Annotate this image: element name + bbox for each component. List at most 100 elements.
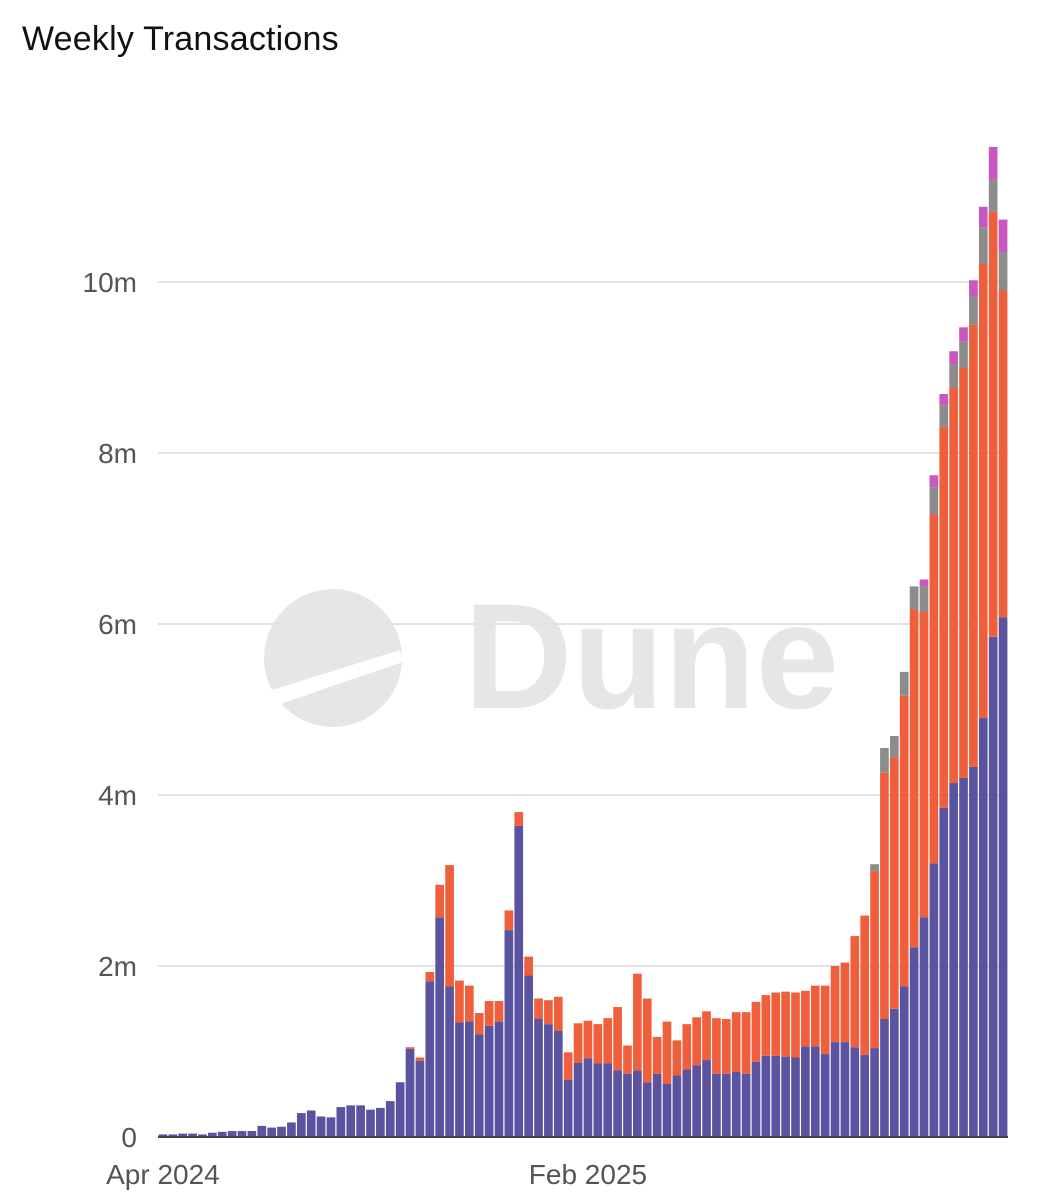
bar-segment-series-1 [455,1022,464,1137]
watermark-text: Dune [464,572,839,740]
bar-segment-series-3 [909,586,919,610]
dune-watermark: Dune [264,572,839,740]
bar-segment-series-2 [830,966,840,1043]
bar-segment-series-1 [267,1127,276,1137]
bar-segment-series-3 [959,341,968,368]
bar-segment-series-1 [524,975,533,1137]
bar-segment-series-2 [840,962,850,1043]
bar-segment-series-2 [959,367,968,778]
bar-segment-series-1 [850,1047,860,1137]
bar-segment-series-1 [336,1107,346,1137]
bar-segment-series-2 [563,1052,573,1080]
bar-segment-series-1 [168,1134,178,1137]
bar-segment-series-2 [514,812,524,826]
bar-segment-series-2 [870,871,879,1049]
bar-segment-series-1 [692,1065,701,1137]
bar-segment-series-4 [929,475,939,488]
x-tick-label: Feb 2025 [529,1159,647,1190]
bar-segment-series-2 [445,865,454,987]
bar-segment-series-1 [988,636,998,1137]
bar-segment-series-1 [296,1113,306,1137]
bar-segment-series-1 [573,1062,583,1137]
bar-segment-series-2 [978,264,988,719]
bar-segment-series-1 [741,1073,751,1137]
bar-segment-series-2 [702,1011,711,1061]
bar-segment-series-1 [376,1107,385,1137]
bar-segment-series-1 [830,1042,840,1137]
bar-segment-series-1 [712,1073,721,1137]
bar-segment-series-1 [761,1055,771,1137]
bar-segment-series-1 [939,807,949,1137]
bar-segment-series-1 [860,1054,870,1137]
bar-segment-series-1 [721,1073,731,1137]
bar-segment-series-1 [326,1117,336,1137]
bar-segment-series-1 [603,1063,613,1137]
bar-segment-series-2 [899,695,909,987]
bar-segment-series-2 [465,985,474,1022]
bar-segment-series-2 [455,980,464,1023]
bar-segment-series-2 [939,427,949,808]
bar-segment-series-2 [692,1017,701,1066]
bar-segment-series-1 [198,1134,207,1137]
bar-segment-series-1 [316,1116,326,1137]
dune-logo-stripe [272,650,403,704]
bar-segment-series-2 [662,1021,672,1084]
bar-segment-series-2 [949,388,958,784]
x-axis: Apr 2024 Feb 2025 [106,1136,1008,1190]
bar-segment-series-1 [801,1046,810,1137]
bar-segment-series-3 [939,405,949,428]
bar-segment-series-1 [583,1058,593,1137]
bar-segment-series-2 [791,992,800,1058]
y-tick-label: 4m [98,780,137,811]
bar-segment-series-2 [672,1040,682,1076]
bar-segment-series-2 [712,1018,721,1074]
bar-segment-series-4 [978,206,988,228]
bar-segment-series-1 [257,1125,267,1137]
bar-segment-series-1 [919,917,929,1137]
bar-segment-series-3 [929,487,939,515]
bar-segment-series-1 [702,1060,711,1137]
bar-segment-series-2 [820,985,830,1055]
y-tick-label: 2m [98,951,137,982]
bar-segment-series-2 [652,1036,662,1074]
bar-segment-series-1 [405,1048,415,1137]
bar-segment-series-2 [880,772,889,1020]
bar-segment-series-1 [484,1025,494,1137]
bar-segment-series-2 [721,1019,731,1074]
bar-segment-series-2 [405,1047,415,1049]
bar-segment-series-1 [672,1075,682,1137]
bars [158,146,1008,1137]
bar-segment-series-2 [603,1018,613,1064]
bar-segment-series-1 [880,1019,889,1137]
bar-segment-series-3 [890,736,899,758]
bar-segment-series-2 [484,1001,494,1026]
bar-segment-series-1 [810,1046,820,1137]
bar-segment-series-1 [791,1057,800,1137]
bar-segment-series-1 [771,1055,781,1137]
bar-segment-series-2 [741,1012,751,1074]
bar-segment-series-1 [949,783,958,1137]
bar-segment-series-1 [227,1131,237,1137]
bar-segment-series-1 [662,1083,672,1137]
bar-segment-series-1 [534,1019,543,1137]
bar-segment-series-2 [494,1001,504,1022]
bar-segment-series-1 [445,986,454,1137]
bar-segment-series-2 [682,1024,692,1070]
bar-segment-series-1 [563,1079,573,1137]
bar-segment-series-2 [593,1024,603,1064]
y-axis: 0 2m 4m 6m 8m 10m [83,267,137,1153]
bar-segment-series-1 [514,825,524,1137]
bar-segment-series-1 [978,718,988,1137]
bar-segment-series-2 [642,998,652,1083]
bar-segment-series-1 [385,1101,395,1137]
bar-segment-series-1 [623,1073,632,1137]
bar-segment-series-3 [899,671,909,696]
y-tick-label: 6m [98,609,137,640]
bar-segment-series-1 [652,1073,662,1137]
bar-segment-series-4 [969,280,978,297]
bar-segment-series-1 [544,1024,553,1137]
bar-segment-series-1 [435,917,445,1137]
bar-segment-series-2 [771,992,781,1056]
bar-segment-series-3 [988,179,998,212]
